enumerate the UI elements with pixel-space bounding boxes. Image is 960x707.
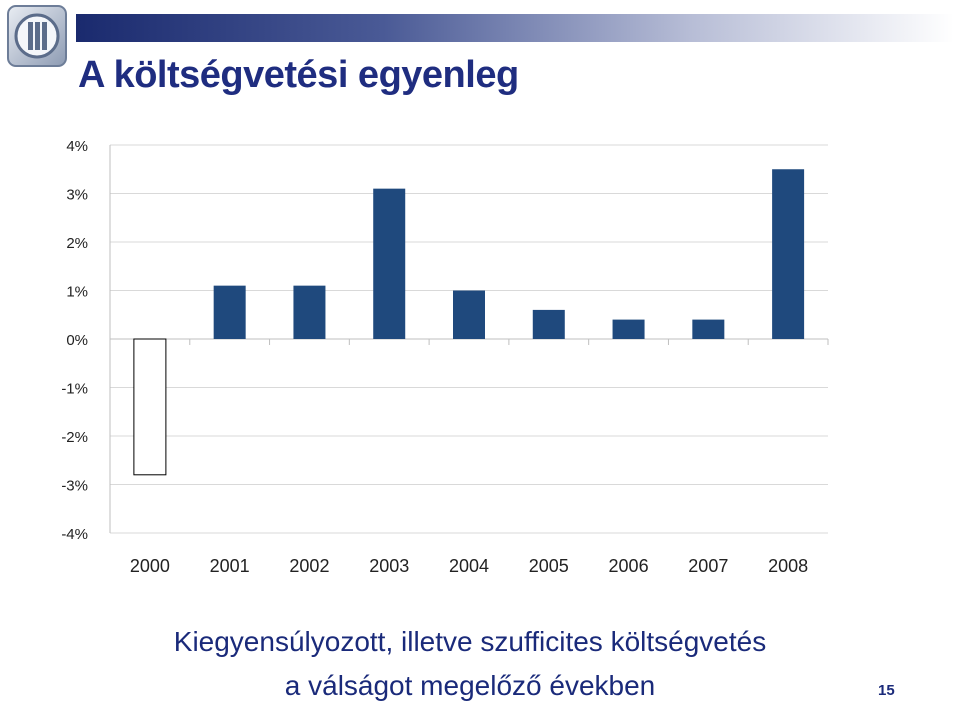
x-tick-label: 2000 xyxy=(130,556,170,576)
bar-2006 xyxy=(612,319,645,339)
bar-2003 xyxy=(373,188,406,339)
title-bar xyxy=(76,14,954,42)
x-tick-label: 2004 xyxy=(449,556,489,576)
bar-2005 xyxy=(532,309,565,339)
page-title: A költségvetési egyenleg xyxy=(78,54,519,96)
y-tick-label: 4% xyxy=(66,138,88,155)
bar-2004 xyxy=(453,290,485,339)
bar-2002 xyxy=(293,285,326,339)
x-axis-tick-labels: 2000 2001 2002 2003 2004 2005 2006 2007 2008 xyxy=(130,556,808,576)
y-tick-label: 2% xyxy=(66,235,88,252)
y-tick-label: -2% xyxy=(61,429,88,446)
x-tick-label: 2002 xyxy=(289,556,329,576)
page-number: 15 xyxy=(878,682,895,699)
caption-line-1: Kiegyensúlyozott, illetve szufficites kö… xyxy=(173,626,767,657)
x-tick-label: 2007 xyxy=(688,556,728,576)
y-tick-label: -4% xyxy=(61,526,88,543)
x-tick-label: 2006 xyxy=(609,556,649,576)
caption-line-2: a válságot megelőző években xyxy=(284,670,656,701)
y-tick-label: -3% xyxy=(61,478,88,495)
budget-balance-chart: -4%-3%-2%-1%0%1%2%3%4% 2000 2001 2002 2003 2… xyxy=(61,138,829,576)
bar-2000 xyxy=(133,338,167,476)
x-tick-label: 2003 xyxy=(369,556,409,576)
chart-bars xyxy=(133,169,805,476)
y-tick-label: 1% xyxy=(66,284,88,301)
y-axis-tick-labels: -4% -3% -2% -1% 0% 1% 2% 3% 4% xyxy=(61,138,88,543)
y-tick-label: 0% xyxy=(66,332,88,349)
x-tick-label: 2008 xyxy=(768,556,808,576)
y-tick-label: 3% xyxy=(66,187,88,204)
institution-logo-icon xyxy=(7,5,67,67)
y-tick-label: -1% xyxy=(61,381,88,398)
bar-2007 xyxy=(692,319,725,339)
x-tick-label: 2001 xyxy=(210,556,250,576)
bar-2008 xyxy=(772,169,805,339)
bar-2001 xyxy=(213,285,246,339)
x-tick-label: 2005 xyxy=(529,556,569,576)
